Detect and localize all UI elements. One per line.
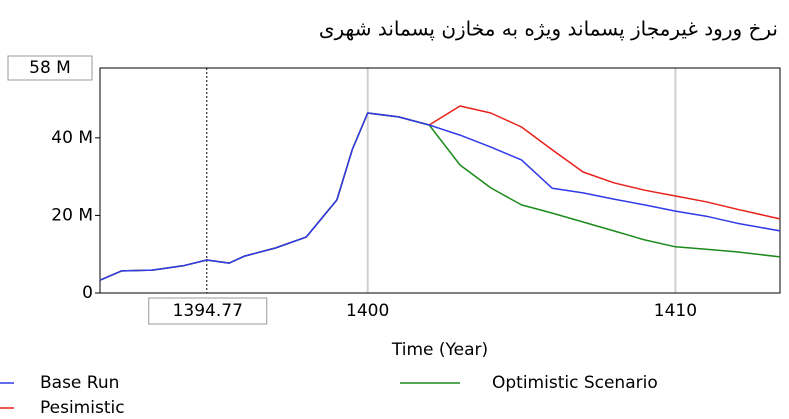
x-tick-label: 1400 bbox=[346, 301, 389, 321]
y-tick-label: 40 M bbox=[51, 128, 93, 148]
cursor-label: 1394.77 bbox=[173, 301, 243, 321]
y-tick-label: 58 M bbox=[29, 58, 71, 78]
x-axis-label: Time (Year) bbox=[391, 340, 488, 360]
y-tick-label: 20 M bbox=[51, 205, 93, 225]
legend-label: Optimistic Scenario bbox=[492, 373, 658, 393]
chart-title: نرخ ورود غیرمجاز پسماند ویژه به مخازن پس… bbox=[319, 17, 778, 42]
legend-label: Pesimistic bbox=[40, 398, 125, 418]
cursor-label-box bbox=[148, 297, 268, 325]
legend-label: Base Run bbox=[40, 373, 119, 393]
y-tick-label-box bbox=[7, 55, 93, 81]
y-tick-label: 0 bbox=[82, 283, 93, 303]
x-tick-label: 1410 bbox=[654, 301, 697, 321]
series-line bbox=[99, 105, 781, 281]
plot-frame bbox=[99, 67, 781, 294]
series-line bbox=[99, 112, 781, 281]
